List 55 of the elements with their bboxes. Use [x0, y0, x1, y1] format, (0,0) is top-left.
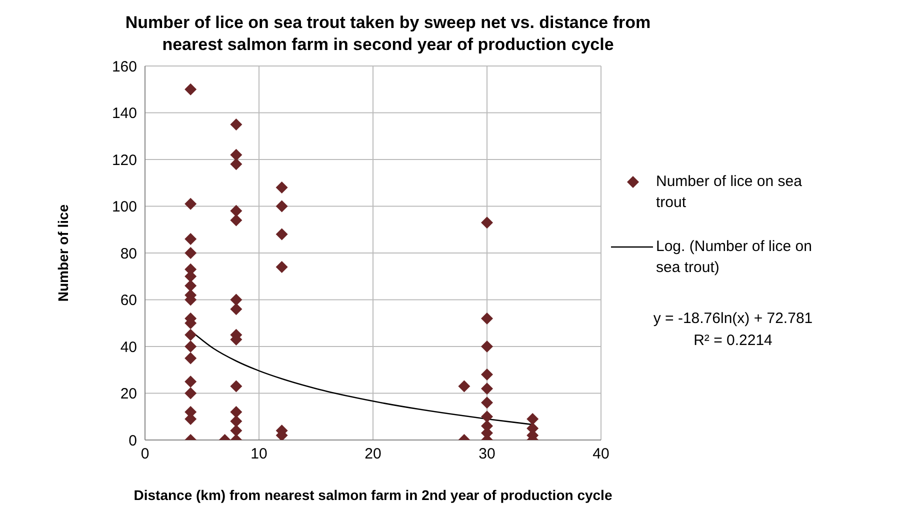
point: [184, 328, 197, 341]
point: [276, 261, 288, 274]
point: [184, 280, 197, 292]
point: [481, 312, 493, 324]
point: [481, 216, 493, 229]
point: [230, 118, 242, 130]
y-tick-label: 100: [112, 198, 137, 216]
point: [276, 228, 288, 240]
point: [458, 380, 470, 392]
point: [184, 387, 197, 400]
point: [526, 412, 539, 425]
point: [230, 148, 242, 161]
x-tick-label: 40: [592, 446, 610, 463]
legend-label: Log. (Number of lice on sea trout): [656, 237, 813, 278]
point: [184, 198, 197, 210]
x-axis-title: Distance (km) from nearest salmon farm in 2nd year of production cycle: [134, 487, 612, 503]
point: [230, 303, 242, 316]
point: [230, 424, 242, 437]
y-tick-label: 0: [128, 432, 137, 450]
point: [184, 340, 197, 352]
point: [230, 294, 242, 306]
x-tick-label: 10: [250, 446, 268, 463]
point: [481, 396, 493, 409]
point: [230, 406, 242, 418]
point: [276, 182, 288, 194]
x-tick-label: 20: [364, 446, 382, 463]
point: [230, 158, 242, 170]
text: R² = 0.2214: [694, 332, 772, 349]
point: [481, 382, 493, 395]
point: [184, 376, 197, 388]
point: [481, 340, 493, 352]
point: [481, 410, 493, 423]
point: [230, 214, 242, 226]
chart-title: Number of lice on sea trout taken by sweep net vs. distance from nearest salmon farm in second year of production cycle: [124, 12, 652, 56]
point: [481, 368, 493, 381]
point: [184, 232, 197, 245]
legend-label: Number of lice on sea trout: [656, 172, 803, 213]
point: [184, 352, 197, 364]
y-tick-label: 40: [120, 338, 137, 356]
x-tick-label: 30: [478, 446, 496, 463]
x-tick-label: 0: [140, 446, 150, 463]
point: [230, 415, 242, 428]
point: [230, 380, 242, 392]
y-tick-label: 160: [112, 58, 137, 76]
y-tick-label: 80: [120, 245, 137, 262]
point: [184, 83, 197, 96]
point: [230, 204, 242, 217]
point: [276, 200, 288, 212]
y-tick-label: 120: [112, 152, 137, 169]
y-tick-label: 20: [120, 386, 137, 403]
y-tick-label: 60: [120, 292, 137, 310]
y-tick-label: 140: [112, 105, 137, 122]
y-axis-title: Number of lice: [55, 204, 71, 302]
point: [184, 247, 197, 259]
text: y = -18.76ln(x) + 72.781: [653, 310, 813, 327]
